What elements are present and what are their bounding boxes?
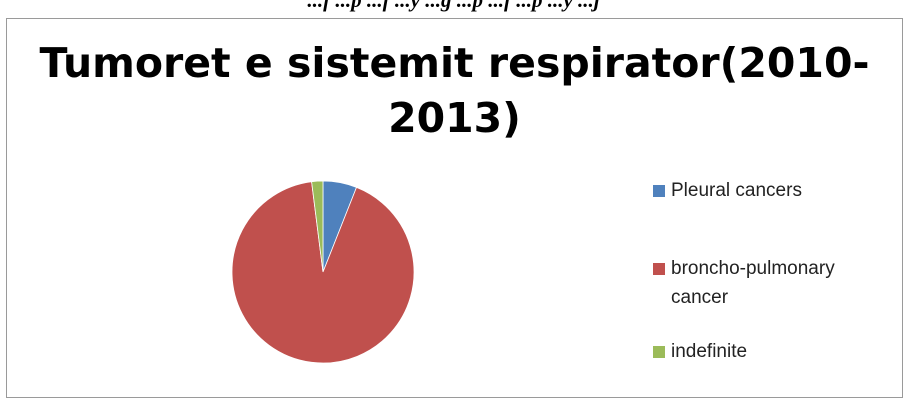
legend-label-broncho-pulmonary-line-1: broncho-pulmonary: [671, 258, 835, 279]
chart-title: Tumoret e sistemit respirator(2010- 2013…: [6, 36, 903, 146]
legend-label-pleural-cancers: Pleural cancers: [671, 180, 802, 201]
chart-title-line-1: Tumoret e sistemit respirator(2010-: [39, 39, 870, 87]
pie-slice-broncho-pulmonary-cancer: [231, 181, 415, 364]
legend-swatch-indefinite: [653, 346, 665, 358]
pie-slice-indefinite: [311, 180, 324, 273]
legend-label-broncho-pulmonary-line-2: cancer: [671, 287, 729, 308]
chart-title-line-2: 2013): [388, 94, 521, 142]
document-caption-fragment: ...f ...p ...f ...y ...g ...p ...f ...p …: [307, 0, 600, 12]
legend-swatch-pleural-cancers: [653, 185, 665, 197]
pie-chart: [231, 180, 415, 364]
legend-swatch-broncho-pulmonary-cancer: [653, 263, 665, 275]
legend-label-indefinite: indefinite: [671, 341, 748, 362]
